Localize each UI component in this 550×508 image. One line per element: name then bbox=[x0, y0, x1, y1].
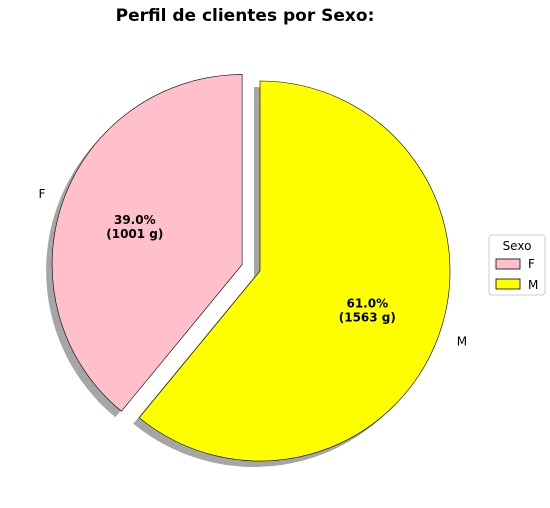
count-label-f: (1001 g) bbox=[106, 227, 163, 241]
percent-label-m: 61.0% bbox=[346, 296, 388, 310]
count-label-m: (1563 g) bbox=[339, 310, 396, 324]
category-label-m: M bbox=[457, 335, 467, 349]
legend-label-f: F bbox=[528, 257, 535, 271]
slice-m bbox=[138, 80, 451, 462]
category-label-f: F bbox=[38, 187, 45, 201]
legend-label-m: M bbox=[528, 278, 538, 292]
pie-slices bbox=[51, 74, 451, 462]
legend-swatch-m bbox=[495, 278, 521, 290]
slice-f bbox=[51, 74, 243, 412]
chart-title: Perfil de clientes por Sexo: bbox=[116, 6, 375, 26]
legend-swatch-f bbox=[495, 258, 521, 270]
legend: Sexo F M bbox=[488, 234, 546, 296]
legend-title: Sexo bbox=[503, 239, 532, 253]
percent-label-f: 39.0% bbox=[114, 213, 156, 227]
pie-labels: F 39.0%(1001 g) M 61.0%(1563 g) bbox=[38, 187, 467, 349]
